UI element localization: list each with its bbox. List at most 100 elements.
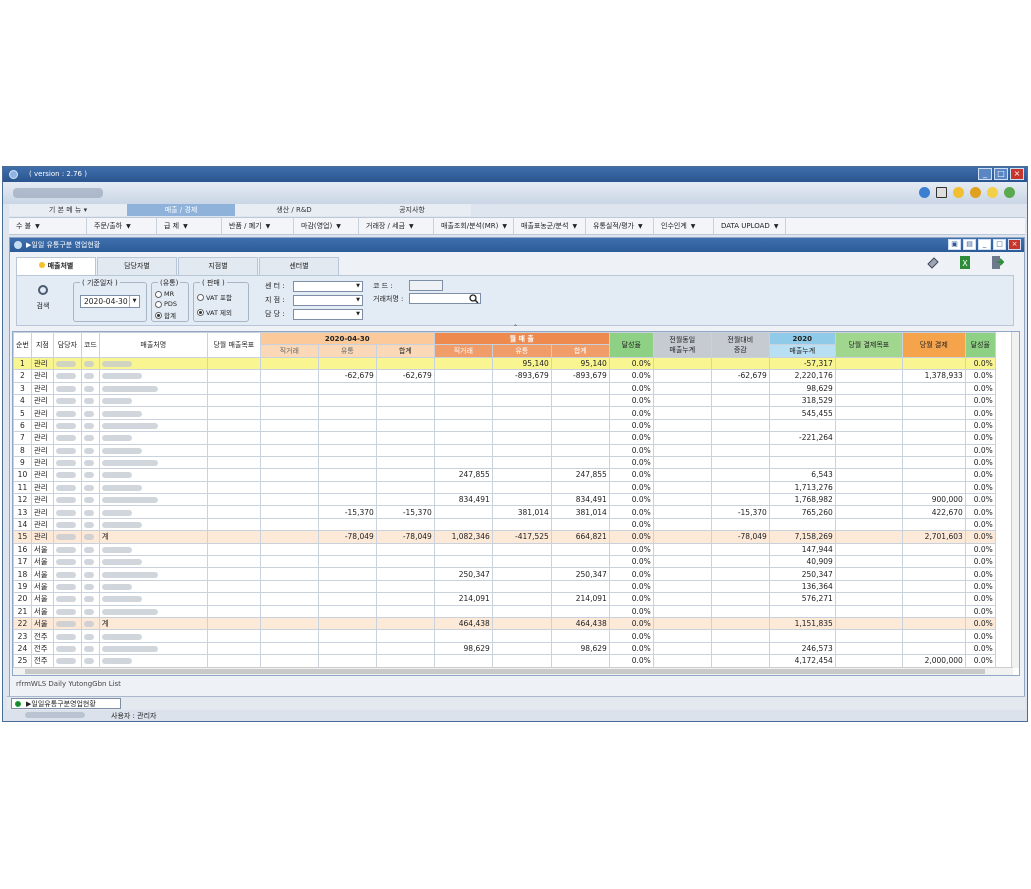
cell-seq[interactable]: 7 xyxy=(13,431,32,445)
cell-pt[interactable] xyxy=(834,381,903,395)
cell-rate[interactable]: 0.0% xyxy=(608,505,654,519)
cell-pt[interactable] xyxy=(834,431,903,445)
cell-pt[interactable] xyxy=(834,517,903,532)
cell-d2[interactable] xyxy=(317,517,377,532)
cell-rate[interactable]: 0.0% xyxy=(608,443,654,457)
table-row[interactable]: 4 관리 0.0% 318,529 0.0% xyxy=(13,393,996,408)
cell-p[interactable]: 2,000,000 xyxy=(901,654,966,668)
cell-s1[interactable]: 250,347 xyxy=(433,567,493,581)
cell-p[interactable] xyxy=(901,641,966,656)
cell-s3[interactable]: 664,821 xyxy=(550,530,610,544)
col-monthly-target[interactable]: 당월 매출목표 xyxy=(206,332,261,358)
cell-seq[interactable]: 25 xyxy=(13,654,32,668)
radio-vat-exclude[interactable]: VAT 제외 xyxy=(197,307,232,317)
cell-rate[interactable]: 0.0% xyxy=(608,381,654,395)
cell-target[interactable] xyxy=(206,418,261,433)
cell-s2[interactable] xyxy=(491,381,552,395)
col-client[interactable]: 매출처명 xyxy=(98,332,208,358)
col-code[interactable]: 코드 xyxy=(80,332,100,358)
excel-icon[interactable]: X xyxy=(958,255,972,271)
cell-client[interactable] xyxy=(98,418,208,433)
cell-ps[interactable] xyxy=(652,356,712,371)
cell-s3[interactable]: 464,438 xyxy=(550,616,610,631)
cell-client[interactable] xyxy=(98,381,208,395)
col-date-dist[interactable]: 유통 xyxy=(317,344,377,358)
cell-d2[interactable] xyxy=(317,455,377,470)
cell-d2[interactable] xyxy=(317,443,377,457)
cell-pt[interactable] xyxy=(834,567,903,581)
cell-code[interactable] xyxy=(80,592,100,606)
cell-s2[interactable]: 381,014 xyxy=(491,505,552,519)
cell-s3[interactable]: 247,855 xyxy=(550,468,610,482)
cell-pt[interactable] xyxy=(834,505,903,519)
cell-p[interactable] xyxy=(901,468,966,482)
cell-s3[interactable]: 250,347 xyxy=(550,567,610,581)
cell-pt[interactable] xyxy=(834,369,903,383)
cell-pt[interactable] xyxy=(834,579,903,594)
cell-manager[interactable] xyxy=(52,542,82,557)
cell-d1[interactable] xyxy=(259,356,319,371)
cell-pd[interactable] xyxy=(710,555,770,569)
cell-s2[interactable] xyxy=(491,641,552,656)
col-prev-diff[interactable]: 전월대비 증감 xyxy=(710,332,770,358)
cell-d2[interactable] xyxy=(317,629,377,643)
cell-s3[interactable] xyxy=(550,393,610,408)
cell-p[interactable]: 2,701,603 xyxy=(901,530,966,544)
cell-rate[interactable]: 0.0% xyxy=(608,517,654,532)
cell-yr[interactable]: 250,347 xyxy=(768,567,836,581)
tab-production[interactable]: 생산 / R&D xyxy=(235,204,353,216)
col-pay-target[interactable]: 당월 결제목표 xyxy=(834,332,903,358)
cell-s3[interactable] xyxy=(550,406,610,420)
cell-branch[interactable]: 관리 xyxy=(30,393,54,408)
cell-code[interactable] xyxy=(80,493,100,507)
cell-target[interactable] xyxy=(206,616,261,631)
table-row[interactable]: 8 관리 0.0% 0.0% xyxy=(13,443,996,457)
cell-pt[interactable] xyxy=(834,530,903,544)
cell-manager[interactable] xyxy=(52,468,82,482)
cell-d2[interactable]: -15,370 xyxy=(317,505,377,519)
table-row[interactable]: 23 전주 0.0% 0.0% xyxy=(13,629,996,643)
cell-s2[interactable] xyxy=(491,567,552,581)
cell-code[interactable] xyxy=(80,555,100,569)
cell-branch[interactable]: 관리 xyxy=(30,468,54,482)
table-row[interactable]: 1 관리 95,140 95,140 0.0% -57,317 0.0% xyxy=(13,356,996,371)
cell-target[interactable] xyxy=(206,654,261,668)
cell-rate[interactable]: 0.0% xyxy=(608,641,654,656)
cell-s3[interactable] xyxy=(550,579,610,594)
cell-ps[interactable] xyxy=(652,443,712,457)
excel-small-icon[interactable]: ▤ xyxy=(963,239,976,250)
cell-s1[interactable] xyxy=(433,455,493,470)
cell-d2[interactable] xyxy=(317,418,377,433)
cell-d3[interactable] xyxy=(375,443,435,457)
cell-pr[interactable]: 0.0% xyxy=(964,530,996,544)
cell-manager[interactable] xyxy=(52,517,82,532)
horizontal-scrollbar[interactable] xyxy=(13,667,1013,675)
cell-seq[interactable]: 19 xyxy=(13,579,32,594)
cell-seq[interactable]: 6 xyxy=(13,418,32,433)
manager-combo[interactable]: ▼ xyxy=(293,309,363,320)
cell-d3[interactable] xyxy=(375,616,435,631)
cell-d2[interactable] xyxy=(317,654,377,668)
cell-d1[interactable] xyxy=(259,381,319,395)
cell-d3[interactable]: -62,679 xyxy=(375,369,435,383)
cell-ps[interactable] xyxy=(652,455,712,470)
cell-pd[interactable] xyxy=(710,356,770,371)
cell-ps[interactable] xyxy=(652,480,712,495)
cell-seq[interactable]: 10 xyxy=(13,468,32,482)
cell-ps[interactable] xyxy=(652,381,712,395)
table-row[interactable]: 18 서울 250,347 250,347 0.0% 250,347 0.0% xyxy=(13,567,996,581)
cell-s3[interactable] xyxy=(550,418,610,433)
cell-rate[interactable]: 0.0% xyxy=(608,356,654,371)
cell-d2[interactable] xyxy=(317,592,377,606)
cell-d1[interactable] xyxy=(259,393,319,408)
cell-pr[interactable]: 0.0% xyxy=(964,393,996,408)
cell-branch[interactable]: 관리 xyxy=(30,505,54,519)
cell-d2[interactable] xyxy=(317,480,377,495)
cell-branch[interactable]: 서울 xyxy=(30,604,54,619)
cell-s1[interactable] xyxy=(433,604,493,619)
cell-d1[interactable] xyxy=(259,542,319,557)
cell-pd[interactable] xyxy=(710,406,770,420)
cell-manager[interactable] xyxy=(52,406,82,420)
cell-target[interactable] xyxy=(206,555,261,569)
cell-ps[interactable] xyxy=(652,555,712,569)
